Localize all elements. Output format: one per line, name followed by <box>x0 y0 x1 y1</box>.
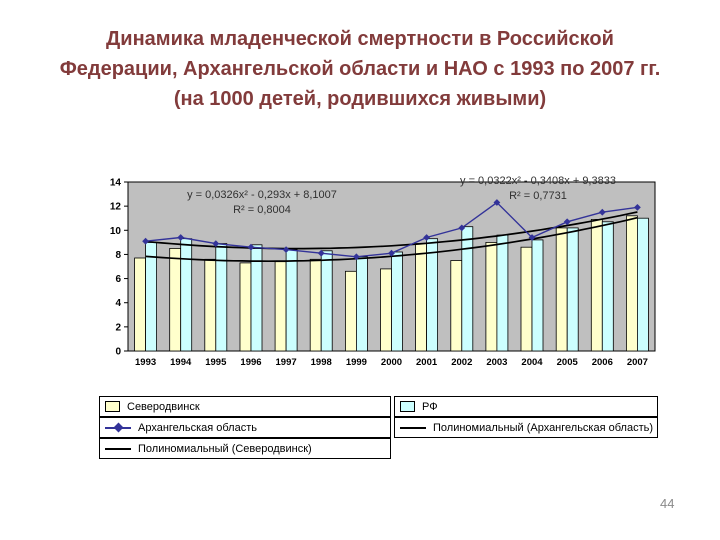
legend-label: Полиномиальный (Северодвинск) <box>138 442 312 455</box>
legend-empty-cell <box>394 438 658 457</box>
svg-text:2: 2 <box>115 322 121 333</box>
slide-title-line1: Динамика младенческой смертности в Росси… <box>106 28 614 50</box>
legend-item-poly-arkhangelsk: Полиномиальный (Архангельская область) <box>394 417 658 438</box>
svg-text:0: 0 <box>115 347 121 358</box>
svg-text:1995: 1995 <box>205 357 227 368</box>
slide-title: Динамика младенческой смертности в Росси… <box>10 24 710 114</box>
svg-text:1994: 1994 <box>170 357 192 368</box>
legend-label: РФ <box>422 400 438 413</box>
r-squared-text: R² = 0,7731 <box>509 190 567 203</box>
legend-item-arkhangelsk-oblast: Архангельская область <box>99 417 391 438</box>
bar-swatch-icon <box>400 401 415 412</box>
legend-label: Северодвинск <box>127 400 200 413</box>
equation-text: y = 0,0322x² - 0,3408x + 9,3833 <box>460 175 616 187</box>
legend-item-rf: РФ <box>394 396 658 417</box>
svg-text:2000: 2000 <box>381 357 402 368</box>
infant-mortality-chart: 0 2 4 6 8 10 12 14 1993 1994 1995 1996 1997 1998 1999 2… <box>85 168 663 470</box>
svg-text:2001: 2001 <box>416 357 438 368</box>
svg-text:12: 12 <box>110 202 122 213</box>
line-swatch-icon <box>105 447 131 450</box>
r-squared-text: R² = 0,8004 <box>233 204 291 217</box>
svg-text:10: 10 <box>110 226 122 237</box>
page-number: 44 <box>660 496 675 511</box>
svg-text:1996: 1996 <box>240 357 261 368</box>
bar-swatch-icon <box>105 401 120 412</box>
svg-text:6: 6 <box>115 274 121 285</box>
svg-text:1993: 1993 <box>135 357 156 368</box>
svg-text:2002: 2002 <box>451 357 472 368</box>
line-diamond-swatch-icon <box>105 422 131 433</box>
svg-text:4: 4 <box>115 298 121 309</box>
svg-text:2004: 2004 <box>521 357 543 368</box>
legend-item-poly-severodvinsk: Полиномиальный (Северодвинск) <box>99 438 391 459</box>
trendline-equation-severodvinsk: y = 0,0326x² - 0,293x + 8,1007 R² = 0,80… <box>177 188 347 219</box>
svg-text:2003: 2003 <box>486 357 507 368</box>
svg-text:1999: 1999 <box>346 357 367 368</box>
slide-title-line2: Федерации, Архангельской области и НАО с… <box>59 58 661 80</box>
chart-legend: Северодвинск РФ Архангельская область По… <box>99 396 658 459</box>
svg-text:1997: 1997 <box>276 357 297 368</box>
slide-title-line3: (на 1000 детей, родившихся живыми) <box>173 88 547 110</box>
legend-label: Полиномиальный (Архангельская область) <box>433 421 654 434</box>
svg-text:14: 14 <box>110 178 122 189</box>
equation-text: y = 0,0326x² - 0,293x + 8,1007 <box>187 189 337 201</box>
svg-text:8: 8 <box>115 250 121 261</box>
svg-text:2005: 2005 <box>557 357 579 368</box>
trendline-equation-arkhangelsk: y = 0,0322x² - 0,3408x + 9,3833 R² = 0,7… <box>413 174 663 205</box>
chart-plot-area: 0 2 4 6 8 10 12 14 1993 1994 1995 1996 1997 1998 1999 2… <box>110 178 656 368</box>
legend-label: Архангельская область <box>138 421 257 434</box>
svg-text:2006: 2006 <box>592 357 613 368</box>
svg-text:1998: 1998 <box>311 357 332 368</box>
svg-text:2007: 2007 <box>627 357 648 368</box>
legend-item-severodvinsk: Северодвинск <box>99 396 391 417</box>
line-swatch-icon <box>400 426 426 429</box>
